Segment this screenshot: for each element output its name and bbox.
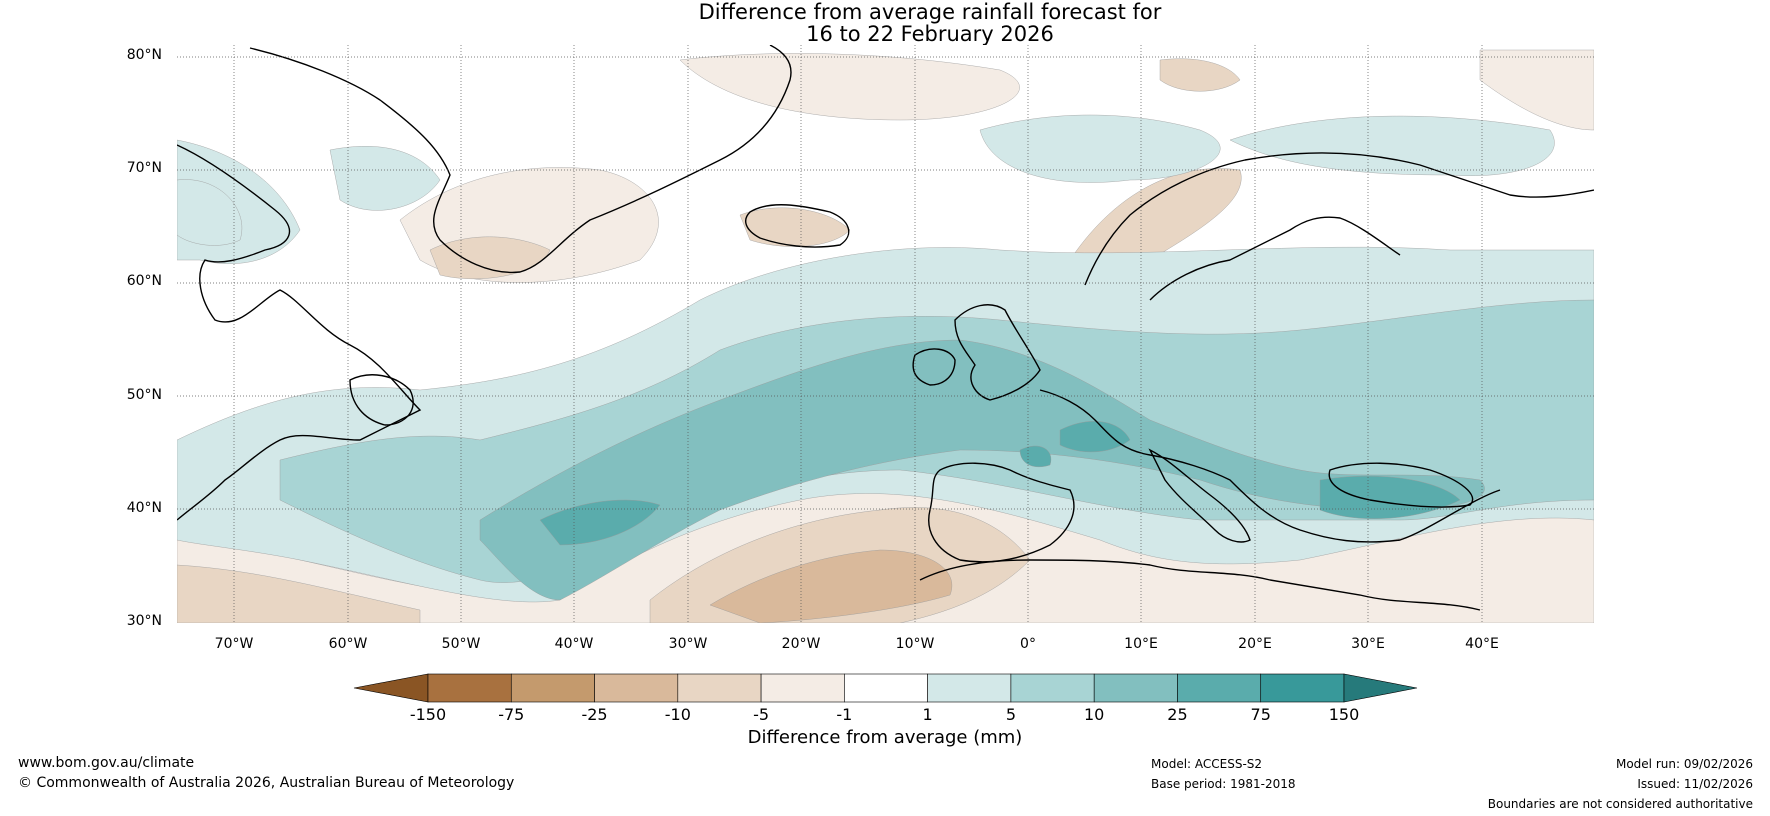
colorbar-tick-label: 1 — [922, 705, 933, 724]
lon-label-30e: 30°E — [1351, 636, 1385, 652]
scandinavia-baltic — [1149, 216, 1401, 301]
colorbar-tick-label: -25 — [581, 705, 608, 724]
dry-region-ne-arctic — [1479, 49, 1594, 131]
coastlines — [177, 45, 1594, 611]
graticule — [177, 45, 1594, 623]
wet-region-atlantic-core — [479, 339, 1485, 601]
colorbar-segment-wet_5 — [1010, 673, 1095, 703]
lon-label-70w: 70°W — [214, 636, 254, 652]
issued-text: Issued: 11/02/2026 — [1637, 777, 1753, 791]
dry-region-arctic — [679, 53, 1020, 121]
model-run-text: Model run: 09/02/2026 — [1615, 757, 1753, 771]
colorbar-tick-label: -150 — [409, 705, 447, 724]
lon-label-0: 0° — [1020, 636, 1036, 652]
colorbar-label: Difference from average (mm) — [747, 727, 1023, 748]
colorbar-segment-dry_25 — [510, 673, 595, 703]
colorbar-segment-dry_1 — [760, 673, 845, 703]
dry-region-south-strong — [177, 564, 421, 623]
model-text: Model: ACCESS-S2 — [1151, 757, 1263, 771]
colorbar-segment-dry_5 — [677, 673, 762, 703]
colorbar-segment-wet_75 — [1260, 673, 1345, 703]
wet-region-biscay-core — [1019, 445, 1052, 468]
lon-label-50w: 50°W — [441, 636, 481, 652]
colorbar-tick-label: -1 — [836, 705, 853, 724]
ireland-coast — [912, 348, 956, 386]
north-america-coast — [177, 144, 422, 521]
lat-label-30n: 30°N — [126, 613, 162, 629]
newfoundland-coast — [349, 374, 414, 426]
wet-region-blacksea-core — [1319, 475, 1461, 519]
dry-region-iceland — [739, 207, 851, 247]
colorbar-tick-label: 25 — [1167, 705, 1188, 724]
boundaries-text: Boundaries are not considered authoritat… — [1487, 797, 1753, 811]
lat-label-40n: 40°N — [126, 500, 162, 516]
norway-coast — [1084, 152, 1594, 286]
lon-label-20e: 20°E — [1238, 636, 1272, 652]
africa-coast — [919, 559, 1481, 611]
colorbar-tick-label: -75 — [498, 705, 525, 724]
colorbar-tick-label: 5 — [1005, 705, 1016, 724]
lon-label-10w: 10°W — [895, 636, 935, 652]
wet-region-nw-atlantic — [177, 179, 242, 246]
lat-label-80n: 80°N — [126, 47, 162, 63]
wet-region-france-core — [1059, 421, 1131, 453]
uk-coast — [954, 304, 1041, 401]
colorbar-tick-label: 150 — [1328, 705, 1360, 724]
base-period-text: Base period: 1981-2018 — [1151, 777, 1296, 791]
europe-west-coast — [1039, 389, 1501, 543]
lon-label-40e: 40°E — [1465, 636, 1499, 652]
dry-region-svalbard — [1159, 58, 1241, 92]
wet-region-atlantic-west-core — [539, 499, 661, 546]
colorbar-tick-label: 75 — [1250, 705, 1271, 724]
colorbar-tick-label: -5 — [753, 705, 770, 724]
colorbar-segment-wet_1 — [927, 673, 1012, 703]
copyright-text: © Commonwealth of Australia 2026, Austra… — [18, 775, 515, 791]
wet-region-baffin — [329, 146, 441, 211]
wet-region-norwegian-sea — [979, 114, 1221, 183]
colorbar-segment-dry_10 — [594, 673, 679, 703]
colorbar-segment-wet_10 — [1093, 673, 1178, 703]
website-text: www.bom.gov.au/climate — [18, 755, 195, 771]
lon-label-20w: 20°W — [781, 636, 821, 652]
lat-label-50n: 50°N — [126, 387, 162, 403]
colorbar-arrow-left — [353, 673, 429, 703]
iceland-coast — [744, 204, 850, 248]
colorbar-segment-dry_75 — [427, 673, 512, 703]
dry-region-saharan-core — [709, 549, 952, 623]
colorbar-segment-neutral — [844, 673, 928, 703]
italy-coast — [1148, 448, 1251, 543]
lon-label-10e: 10°E — [1124, 636, 1158, 652]
dry-region-greenland-south — [429, 236, 551, 280]
map-title-line1: Difference from average rainfall forecas… — [698, 0, 1162, 24]
colorbar-tick-label: -10 — [664, 705, 691, 724]
lon-label-40w: 40°W — [554, 636, 594, 652]
lat-label-60n: 60°N — [126, 273, 162, 289]
greenland-coast — [249, 45, 792, 274]
map-title-line2: 16 to 22 February 2026 — [806, 22, 1054, 46]
lon-label-60w: 60°W — [328, 636, 368, 652]
colorbar-tick-label: 10 — [1083, 705, 1105, 724]
lat-label-70n: 70°N — [126, 160, 162, 176]
lon-label-30w: 30°W — [668, 636, 708, 652]
iberia-coast — [928, 462, 1075, 563]
colorbar-segments — [353, 673, 1418, 703]
black-sea-coast — [1328, 462, 1474, 508]
colorbar-segment-wet_25 — [1177, 673, 1262, 703]
wet-region-barents — [1229, 115, 1555, 176]
colorbar-arrow-right — [1343, 673, 1418, 703]
